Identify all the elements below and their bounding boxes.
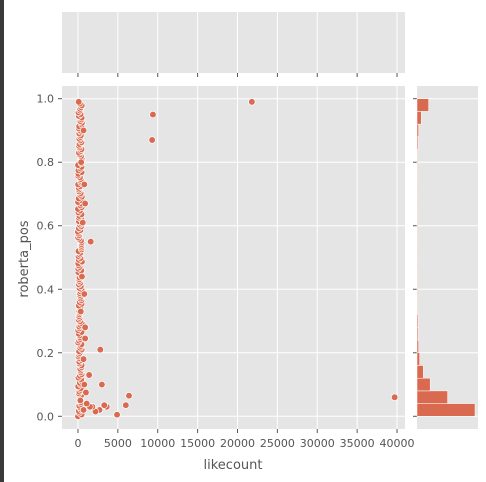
scatter-point xyxy=(148,136,156,144)
histogram-bar xyxy=(416,250,418,265)
histogram-bar xyxy=(416,377,431,392)
histogram-bar xyxy=(416,327,419,341)
x-tick-label: 25000 xyxy=(260,437,295,450)
scatter-point xyxy=(80,380,88,389)
scatter-point xyxy=(100,401,108,409)
histogram-bar xyxy=(416,238,418,252)
y-marginal-panel xyxy=(413,86,478,429)
histogram-bar xyxy=(416,365,424,379)
histogram-bar xyxy=(416,212,418,226)
histogram-bar xyxy=(416,403,476,417)
scatter-background xyxy=(62,86,405,429)
scatter-point xyxy=(78,272,86,281)
histogram-bar xyxy=(416,225,418,239)
scatter-point xyxy=(79,406,88,414)
x-tick-label: 30000 xyxy=(300,437,335,450)
scatter-point xyxy=(98,380,106,389)
scatter-point xyxy=(81,323,89,332)
histogram-bar xyxy=(416,161,418,176)
scatter-point xyxy=(96,345,104,354)
histogram-bar xyxy=(416,263,418,277)
x-tick-label: 20000 xyxy=(220,437,255,450)
y-tick-label: 0.6 xyxy=(37,220,55,233)
y-tick-label: 0.0 xyxy=(37,410,55,423)
scatter-point xyxy=(77,158,85,166)
histogram-bar xyxy=(416,136,419,150)
scatter-panel: 0 5000 10000 15000 20000 25000 30000 35000 40000… xyxy=(37,86,415,450)
scatter-point xyxy=(85,371,93,379)
histogram-bar xyxy=(416,314,419,328)
scatter-point xyxy=(80,290,88,298)
scatter-point xyxy=(122,401,130,409)
scatter-point xyxy=(79,218,87,227)
scatter-point xyxy=(77,307,85,316)
y-tick-label: 0.4 xyxy=(37,283,55,296)
scatter-point xyxy=(390,393,399,401)
scatter-point xyxy=(75,98,83,106)
window-edge xyxy=(0,0,4,482)
x-marginal-background xyxy=(62,12,405,73)
y-tick-label: 0.2 xyxy=(37,347,55,360)
histogram-bar xyxy=(416,111,422,125)
scatter-point xyxy=(79,126,88,135)
y-axis-label: roberta_pos xyxy=(17,220,32,297)
x-tick-label: 5000 xyxy=(104,437,132,450)
histogram-bar xyxy=(416,276,418,290)
scatter-point xyxy=(83,399,91,408)
histogram-bar xyxy=(416,98,429,112)
histogram-bar xyxy=(416,174,418,188)
x-tick-label: 35000 xyxy=(340,437,375,450)
histogram-bar xyxy=(416,187,418,201)
x-tick-label: 15000 xyxy=(180,437,215,450)
scatter-point xyxy=(248,98,256,106)
y-tick-label: 0.8 xyxy=(37,156,55,169)
histogram-bar xyxy=(416,390,448,404)
histogram-bar xyxy=(416,200,418,214)
x-tick-label: 40000 xyxy=(380,437,415,450)
scatter-point xyxy=(81,334,89,343)
x-tick-label: 0 xyxy=(74,437,81,450)
x-marginal-panel xyxy=(62,12,405,77)
x-tick-label: 10000 xyxy=(140,437,175,450)
scatter-points xyxy=(74,98,399,420)
histogram-bar xyxy=(416,301,418,315)
scatter-point xyxy=(76,396,84,405)
y-marginal-background xyxy=(417,86,478,429)
scatter-point xyxy=(113,411,121,419)
histogram-bar xyxy=(416,339,419,354)
scatter-point xyxy=(81,199,89,208)
histogram-bar xyxy=(416,352,420,366)
scatter-point xyxy=(80,180,88,189)
y-tick-label: 1.0 xyxy=(37,93,55,106)
histogram-bar xyxy=(416,289,418,303)
scatter-point xyxy=(79,355,88,363)
histogram-bar xyxy=(416,149,418,163)
histogram-bar xyxy=(416,123,419,138)
scatter-point xyxy=(125,392,133,400)
scatter-point xyxy=(87,237,95,246)
scatter-point xyxy=(82,388,90,397)
scatter-point xyxy=(149,110,157,119)
x-axis-label: likecount xyxy=(204,458,263,473)
